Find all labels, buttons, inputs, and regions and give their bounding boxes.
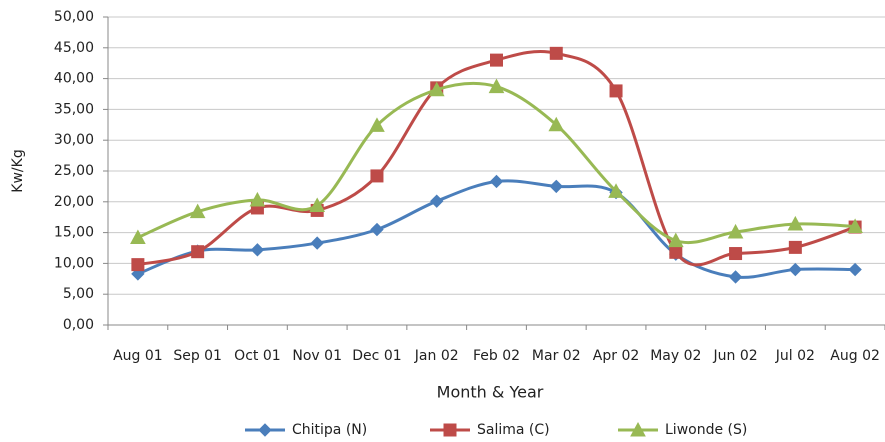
x-tick-label: Mar 02: [532, 348, 581, 364]
data-point: [727, 223, 744, 239]
y-tick-label: 25,00: [54, 163, 94, 179]
data-point: [370, 169, 384, 183]
y-tick-label: 40,00: [54, 71, 94, 87]
x-tick-label: Aug 02: [830, 348, 880, 364]
series: [130, 78, 863, 248]
data-point: [489, 174, 504, 189]
legend-entry: Chitipa (N): [245, 422, 367, 438]
legend-entry: Salima (C): [430, 422, 550, 438]
data-point: [548, 116, 565, 132]
data-point: [310, 236, 324, 250]
data-point: [729, 247, 743, 261]
data-point: [430, 194, 444, 208]
data-point: [788, 262, 803, 277]
x-tick-label: Nov 01: [292, 348, 342, 364]
x-tick-label: Apr 02: [593, 348, 639, 364]
legend-label: Salima (C): [477, 422, 550, 438]
data-point: [369, 117, 385, 132]
x-tick-label: Feb 02: [473, 348, 520, 364]
legend-marker: [258, 423, 272, 437]
data-point: [250, 243, 265, 257]
y-tick-label: 10,00: [54, 255, 94, 271]
data-point: [490, 53, 503, 67]
data-point: [428, 81, 445, 97]
legend-label: Chitipa (N): [292, 422, 367, 438]
data-point: [131, 258, 145, 272]
data-point: [249, 191, 266, 207]
legend-marker: [630, 421, 646, 437]
y-tick-label: 35,00: [54, 101, 94, 117]
y-tick-label: 15,00: [54, 225, 94, 241]
y-tick-label: 45,00: [54, 40, 94, 56]
data-point: [608, 183, 624, 198]
data-point: [130, 229, 146, 245]
legend-marker: [443, 423, 457, 437]
data-point: [728, 270, 743, 284]
x-tick-label: Jan 02: [414, 348, 459, 364]
x-tick-label: Jul 02: [775, 348, 815, 364]
data-point: [848, 262, 862, 277]
x-tick-label: Dec 01: [352, 348, 401, 364]
data-point: [549, 179, 563, 194]
x-tick-label: May 02: [650, 348, 701, 364]
x-axis-title: Month & Year: [437, 383, 544, 402]
series-line: [137, 81, 856, 245]
legend-label: Liwonde (S): [665, 422, 747, 438]
data-point: [189, 203, 206, 219]
y-tick-label: 30,00: [54, 132, 94, 148]
data-point: [847, 218, 863, 233]
data-point: [787, 215, 804, 231]
y-tick-label: 50,00: [54, 9, 94, 25]
y-tick-label: 5,00: [63, 286, 94, 302]
data-point: [788, 240, 802, 254]
x-tick-label: Aug 01: [113, 348, 163, 364]
x-tick-label: Oct 01: [234, 348, 280, 364]
legend-entry: Liwonde (S): [618, 421, 747, 438]
data-point: [488, 78, 505, 94]
data-point: [667, 232, 684, 248]
data-point: [609, 84, 623, 98]
y-tick-label: 0,00: [63, 317, 94, 333]
data-point: [669, 245, 683, 259]
data-point: [549, 46, 563, 60]
data-point: [370, 222, 384, 237]
y-axis-title: Kw/Kg: [10, 149, 26, 192]
x-tick-label: Sep 01: [173, 348, 222, 364]
data-point: [191, 245, 205, 259]
y-tick-label: 20,00: [54, 194, 94, 210]
data-point: [309, 197, 326, 212]
x-tick-label: Jun 02: [713, 348, 758, 364]
